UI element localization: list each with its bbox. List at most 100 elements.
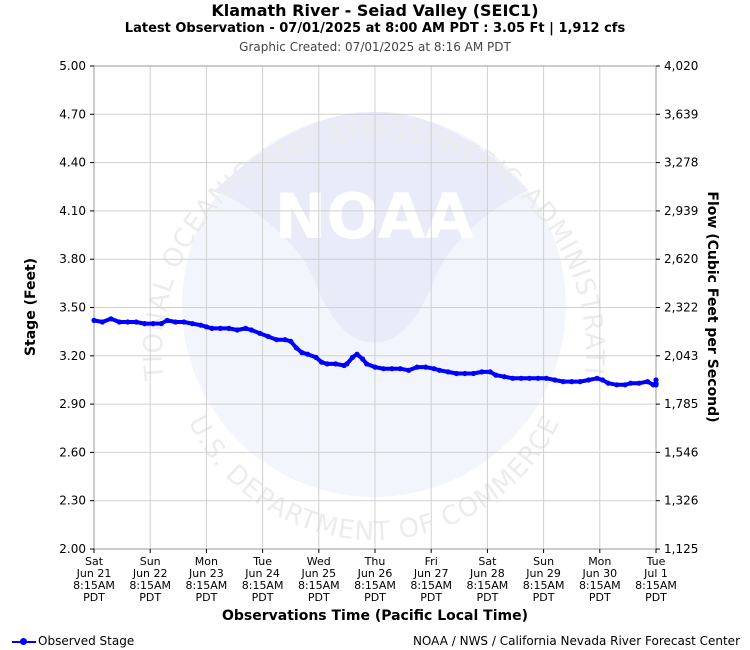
data-point [217, 325, 223, 331]
x-tick-label: PDT [83, 591, 105, 604]
x-tick-label: PDT [420, 591, 442, 604]
y2-tick-label: 1,326 [664, 494, 698, 508]
data-point [397, 366, 403, 372]
y-axis-label: Stage (Feet) [23, 258, 39, 356]
x-tick-label: Jun 28 [469, 567, 505, 580]
y2-tick-label: 3,278 [664, 156, 698, 170]
y2-tick-label: 2,322 [664, 301, 698, 315]
x-tick-label: PDT [252, 591, 274, 604]
data-point [282, 337, 288, 343]
y-tick-label: 3.80 [59, 252, 86, 266]
data-point [150, 321, 156, 327]
data-point [389, 366, 395, 372]
x-tick-label: Jun 24 [244, 567, 280, 580]
y2-tick-label: 4,020 [664, 59, 698, 73]
data-point [181, 319, 187, 325]
data-point [380, 366, 386, 372]
data-point [437, 367, 443, 373]
x-tick-label: 8:15AM [410, 579, 452, 592]
x-tick-label: Jun 23 [188, 567, 224, 580]
data-point [552, 377, 558, 383]
x-tick-label: PDT [589, 591, 611, 604]
x-tick-label: PDT [195, 591, 217, 604]
y-tick-label: 4.40 [59, 156, 86, 170]
y-tick-label: 2.60 [59, 445, 86, 459]
data-point [414, 364, 420, 370]
data-point [333, 361, 339, 367]
legend-label: Observed Stage [38, 634, 135, 648]
data-point [203, 324, 209, 330]
data-point [133, 319, 139, 325]
data-point [600, 377, 606, 383]
data-point [577, 379, 583, 385]
x-tick-label: Sun [140, 555, 161, 568]
x-tick-label: Jun 25 [300, 567, 336, 580]
data-point [605, 380, 611, 386]
data-point [445, 369, 451, 375]
x-tick-label: Tue [252, 555, 272, 568]
y-tick-label: 2.30 [59, 494, 86, 508]
data-point [645, 379, 651, 385]
series-layer [91, 316, 659, 388]
y-axis-ticks: 2.00 2.30 2.60 2.90 3.20 3.50 3.80 4.10 4.40 4.70… [59, 59, 94, 556]
x-tick-label: Fri [425, 555, 438, 568]
y2-axis-label: Flow (Cubic Feet per Second) [704, 191, 720, 422]
x-tick-label: 8:15AM [186, 579, 228, 592]
x-tick-label: Jun 26 [357, 567, 393, 580]
data-point [453, 370, 460, 377]
data-point [543, 375, 550, 381]
credit-text: NOAA / NWS / California Nevada River For… [412, 634, 740, 648]
data-point [274, 337, 280, 343]
data-point [99, 319, 105, 325]
data-point [594, 375, 600, 381]
data-point [406, 367, 412, 373]
x-tick-label: Mon [588, 555, 611, 568]
graphic-created-text: Graphic Created: 07/01/2025 at 8:16 AM P… [239, 40, 511, 54]
data-point [526, 375, 533, 381]
noaa-logo-text: NOAA [275, 180, 474, 253]
data-point [560, 379, 566, 385]
data-point [360, 356, 366, 362]
y2-tick-label: 1,785 [664, 397, 698, 411]
x-tick-label: 8:15AM [73, 579, 115, 592]
data-point [198, 322, 204, 328]
x-tick-label: PDT [476, 591, 498, 604]
data-point [653, 377, 659, 383]
x-tick-label: Sat [85, 555, 104, 568]
x-tick-label: Jun 29 [525, 567, 561, 580]
data-point [116, 319, 122, 325]
x-tick-label: 8:15AM [523, 579, 565, 592]
x-tick-label: Jun 21 [76, 567, 112, 580]
data-point [313, 354, 319, 360]
y-tick-label: 2.00 [59, 542, 86, 556]
x-axis-label: Observations Time (Pacific Local Time) [222, 608, 528, 624]
x-tick-label: Jun 30 [581, 567, 617, 580]
x-tick-label: PDT [533, 591, 555, 604]
data-point [614, 382, 620, 388]
data-point [319, 359, 325, 365]
data-point [91, 317, 97, 323]
y-tick-label: 2.90 [59, 397, 86, 411]
data-point [431, 366, 437, 372]
x-tick-label: Jun 22 [132, 567, 168, 580]
data-point [189, 321, 195, 327]
data-point [248, 327, 254, 333]
x-tick-label: Thu [364, 555, 386, 568]
noaa-watermark: NOAA NATIONAL OCEANIC AND ATMOSPHERIC AD… [0, 0, 608, 547]
x-tick-label: PDT [364, 591, 386, 604]
y2-tick-label: 2,043 [664, 349, 698, 363]
data-point [372, 364, 378, 370]
data-point [501, 374, 507, 380]
y-tick-label: 3.50 [59, 301, 86, 315]
data-point [636, 380, 642, 386]
y2-tick-label: 1,546 [664, 445, 698, 459]
y-tick-label: 3.20 [59, 349, 86, 363]
legend-dot-marker [20, 638, 27, 645]
data-point [569, 379, 575, 385]
data-point [288, 338, 294, 344]
data-point [479, 369, 485, 375]
data-point [125, 319, 131, 325]
data-point [628, 380, 634, 386]
